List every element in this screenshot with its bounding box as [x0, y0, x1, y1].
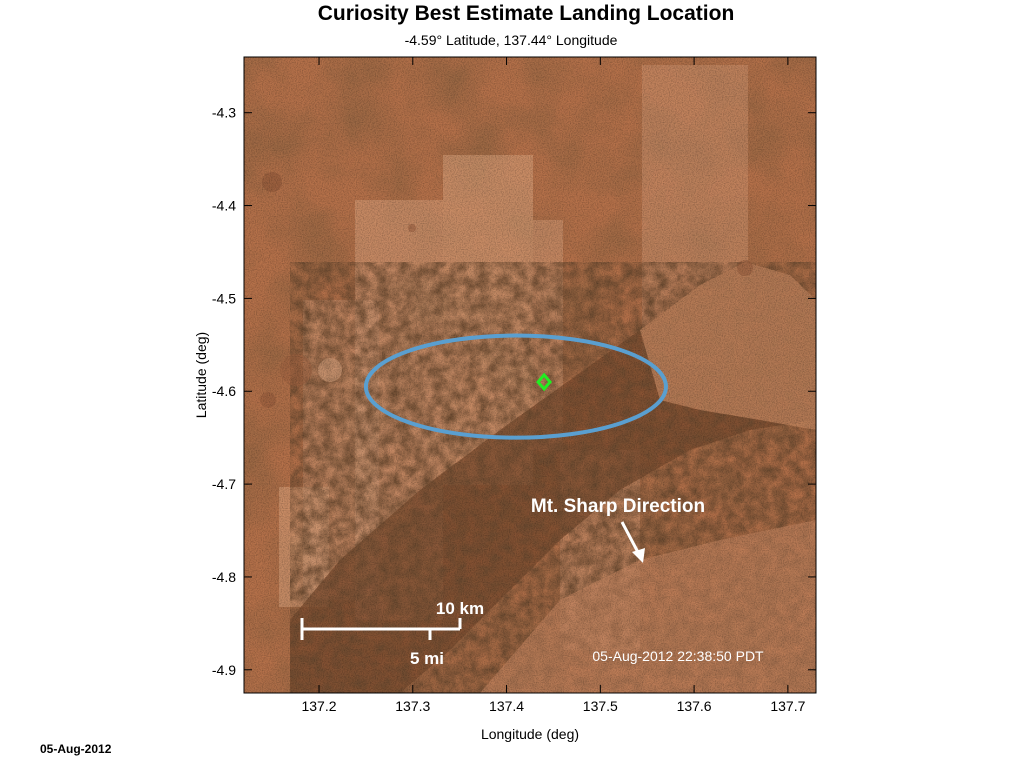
x-axis-label: Longitude (deg): [481, 726, 579, 742]
x-tick-label: 137.3: [395, 698, 430, 714]
landing-ellipse: [363, 333, 668, 440]
y-tick-label: -4.5: [212, 290, 236, 306]
y-tick-label: -4.8: [212, 569, 236, 585]
y-tick-label: -4.7: [212, 476, 236, 492]
terrain-image: [244, 57, 816, 693]
chart-title: Curiosity Best Estimate Landing Location: [317, 2, 735, 25]
mt-sharp-label: Mt. Sharp Direction: [531, 496, 705, 517]
plot-frame: [243, 56, 817, 694]
y-axis-label: Latitude (deg): [193, 332, 209, 418]
x-tick-label: 137.5: [583, 698, 618, 714]
y-tick-label: -4.4: [212, 198, 236, 214]
overlays: [363, 333, 668, 440]
chart-subtitle: -4.59° Latitude, 137.44° Longitude: [404, 32, 618, 48]
scale-km-label: 10 km: [436, 599, 484, 618]
x-tick-label: 137.6: [677, 698, 712, 714]
timestamp-label: 05-Aug-2012 22:38:50 PDT: [592, 648, 764, 664]
x-tick-label: 137.4: [489, 698, 524, 714]
landing-point-marker: [536, 372, 553, 392]
axes: 137.2 137.3 137.4 137.5 137.6 137.7 -4.3 -4.4 -4…: [212, 57, 816, 714]
footer-date: 05-Aug-2012: [40, 742, 112, 756]
y-tick-label: -4.6: [212, 383, 236, 399]
x-tick-label: 137.7: [770, 698, 805, 714]
y-tick-label: -4.3: [212, 105, 236, 121]
scale-mi-label: 5 mi: [410, 649, 444, 668]
y-tick-label: -4.9: [212, 662, 236, 678]
mt-sharp-arrowhead: [632, 548, 645, 563]
x-tick-label: 137.2: [301, 698, 336, 714]
scale-bar: 10 km 5 mi: [300, 599, 484, 668]
